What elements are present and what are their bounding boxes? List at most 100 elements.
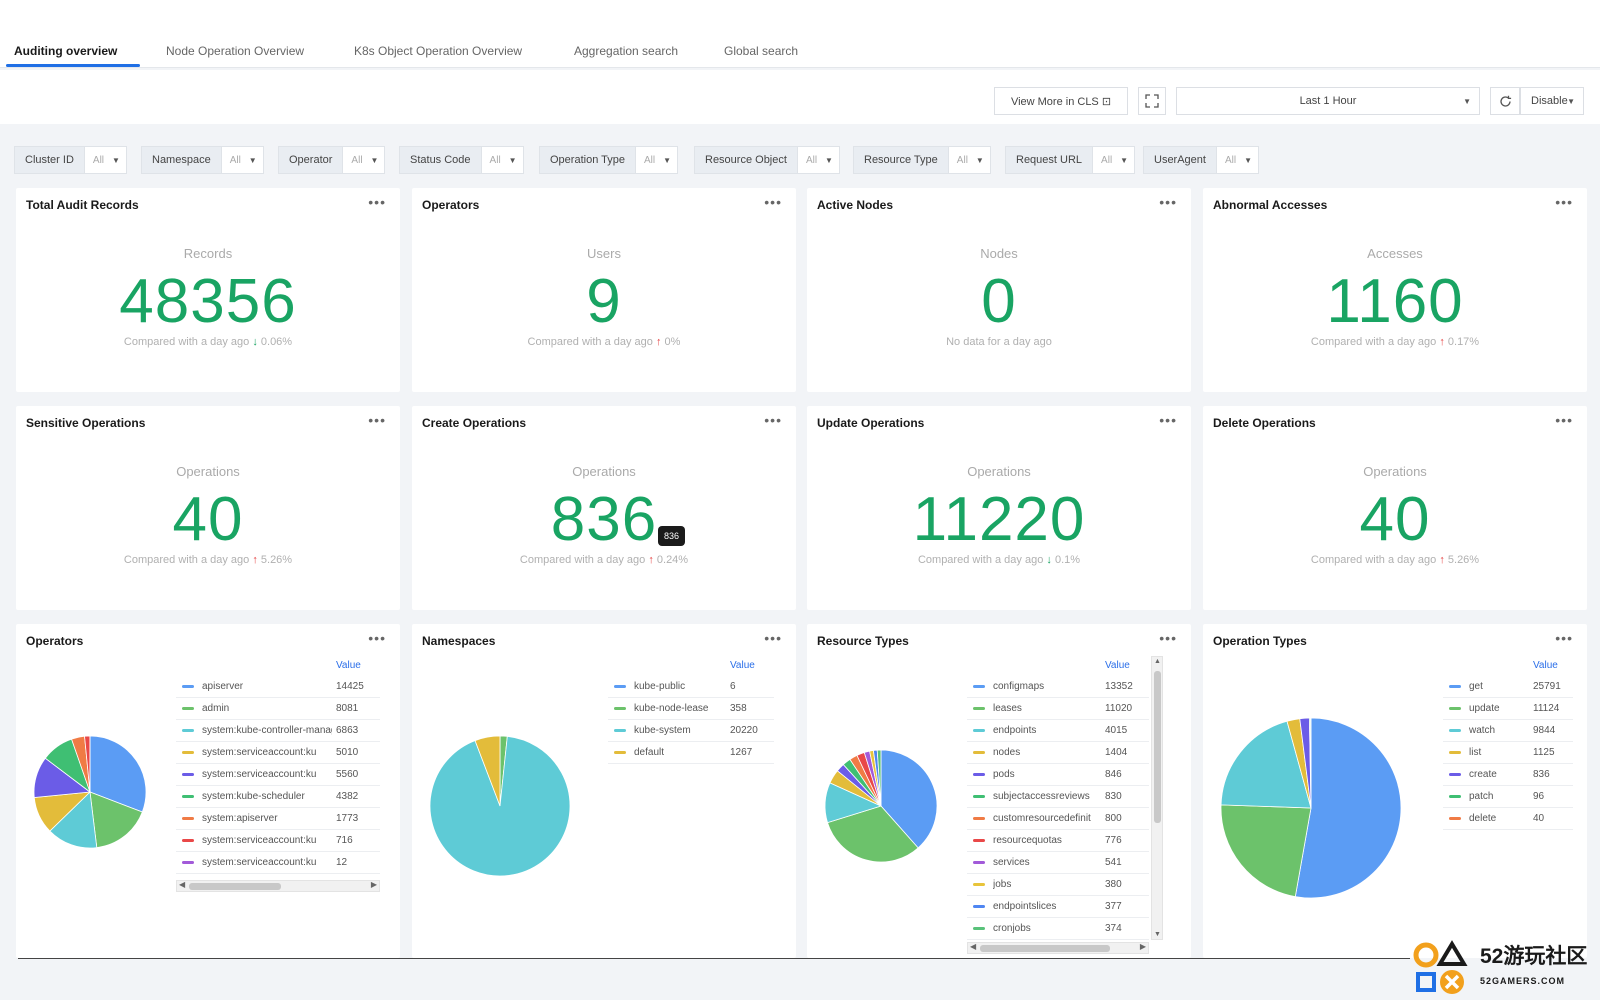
more-options-icon[interactable]: ••• bbox=[764, 194, 782, 210]
legend-horizontal-scrollbar[interactable]: ◀ ▶ bbox=[967, 942, 1149, 954]
legend-item[interactable]: leases 11020 bbox=[967, 698, 1149, 720]
pie-slice-2[interactable] bbox=[1220, 720, 1312, 809]
legend-item[interactable]: endpoints 4015 bbox=[967, 720, 1149, 742]
tab-k8s-object-operation-overview[interactable]: K8s Object Operation Overview bbox=[354, 44, 523, 58]
legend-value: 836 bbox=[1533, 769, 1550, 780]
legend-item[interactable]: kube-system 20220 bbox=[608, 720, 774, 742]
tab-auditing-overview[interactable]: Auditing overview bbox=[14, 44, 118, 58]
pie-slice-2[interactable] bbox=[49, 791, 98, 849]
scroll-right-icon[interactable]: ▶ bbox=[1139, 942, 1146, 951]
more-options-icon[interactable]: ••• bbox=[368, 630, 386, 646]
legend-item[interactable]: pods 846 bbox=[967, 764, 1149, 786]
legend-item[interactable]: cronjobs 374 bbox=[967, 918, 1149, 940]
more-options-icon[interactable]: ••• bbox=[1555, 194, 1573, 210]
legend-item[interactable]: system:kube-controller-manager 6863 bbox=[176, 720, 380, 742]
filter-label: Request URL bbox=[1005, 146, 1094, 174]
legend-item[interactable]: apiserver 14425 bbox=[176, 676, 380, 698]
filter-status-code-select[interactable]: All ▼ bbox=[481, 146, 524, 174]
more-options-icon[interactable]: ••• bbox=[1159, 630, 1177, 646]
scrollbar-thumb[interactable] bbox=[980, 945, 1110, 952]
legend-item[interactable]: list 1125 bbox=[1443, 742, 1573, 764]
filter-operator-select[interactable]: All ▼ bbox=[343, 146, 386, 174]
more-options-icon[interactable]: ••• bbox=[1159, 194, 1177, 210]
scrollbar-thumb[interactable] bbox=[1154, 671, 1161, 823]
legend-item[interactable]: update 11124 bbox=[1443, 698, 1573, 720]
pie-slice-2[interactable] bbox=[429, 735, 571, 877]
legend-item[interactable]: create 836 bbox=[1443, 764, 1573, 786]
legend-item[interactable]: system:apiserver 1773 bbox=[176, 808, 380, 830]
legend-horizontal-scrollbar[interactable]: ◀ ▶ bbox=[176, 880, 380, 892]
legend-item[interactable]: system:serviceaccount:ku 5560 bbox=[176, 764, 380, 786]
scroll-down-icon[interactable]: ▼ bbox=[1154, 931, 1161, 938]
pie-slice-1[interactable] bbox=[89, 791, 143, 849]
auto-refresh-select[interactable]: Disable ▼ bbox=[1520, 87, 1584, 115]
legend-item[interactable]: jobs 380 bbox=[967, 874, 1149, 896]
stat-comparison: Compared with a day ago ↓ 0.06% bbox=[16, 336, 400, 348]
scroll-left-icon[interactable]: ◀ bbox=[179, 880, 186, 889]
legend-vertical-scrollbar[interactable]: ▲ ▼ bbox=[1151, 656, 1163, 940]
filter-resource-type-select[interactable]: All ▼ bbox=[948, 146, 991, 174]
pie-chart[interactable] bbox=[412, 624, 642, 924]
filter-namespace-select[interactable]: All ▼ bbox=[221, 146, 264, 174]
legend-item[interactable]: watch 9844 bbox=[1443, 720, 1573, 742]
fullscreen-button[interactable] bbox=[1138, 87, 1166, 115]
more-options-icon[interactable]: ••• bbox=[1555, 630, 1573, 646]
scroll-left-icon[interactable]: ◀ bbox=[970, 942, 977, 951]
arrow-up-icon: ↑ bbox=[1439, 554, 1445, 566]
time-range-select[interactable]: Last 1 Hour ▼ bbox=[1176, 87, 1480, 115]
legend-item[interactable]: resourcequotas 776 bbox=[967, 830, 1149, 852]
legend-item[interactable]: system:kube-scheduler 4382 bbox=[176, 786, 380, 808]
legend-item[interactable]: delete 40 bbox=[1443, 808, 1573, 830]
legend-label: jobs bbox=[993, 879, 1012, 890]
filter-label: Operator bbox=[278, 146, 344, 174]
legend-item[interactable]: system:serviceaccount:ku 716 bbox=[176, 830, 380, 852]
tab-global-search[interactable]: Global search bbox=[724, 44, 799, 58]
more-options-icon[interactable]: ••• bbox=[368, 412, 386, 428]
tab-aggregation-search[interactable]: Aggregation search bbox=[574, 44, 679, 58]
legend-item[interactable]: default 1267 bbox=[608, 742, 774, 764]
legend-item[interactable]: get 25791 bbox=[1443, 676, 1573, 698]
pie-chart[interactable] bbox=[807, 624, 1037, 924]
pie-chart[interactable] bbox=[16, 624, 246, 924]
more-options-icon[interactable]: ••• bbox=[764, 412, 782, 428]
filter-cluster-id-select[interactable]: All ▼ bbox=[84, 146, 127, 174]
legend-item[interactable]: endpointslices 377 bbox=[967, 896, 1149, 918]
legend-item[interactable]: services 541 bbox=[967, 852, 1149, 874]
legend-item[interactable]: patch 96 bbox=[1443, 786, 1573, 808]
filter-resource-object-select[interactable]: All ▼ bbox=[797, 146, 840, 174]
pie-slice-0[interactable] bbox=[1294, 717, 1402, 899]
legend-swatch bbox=[973, 707, 985, 710]
more-options-icon[interactable]: ••• bbox=[368, 194, 386, 210]
legend-item[interactable]: system:serviceaccount:ku 5010 bbox=[176, 742, 380, 764]
pie-slice-1[interactable] bbox=[1220, 804, 1312, 898]
legend-item[interactable]: admin 8081 bbox=[176, 698, 380, 720]
pie-slice-0[interactable] bbox=[89, 735, 147, 813]
pie-slice-3[interactable] bbox=[474, 735, 501, 807]
pie-slice-1[interactable] bbox=[827, 805, 919, 863]
legend-swatch bbox=[182, 707, 194, 710]
legend-swatch bbox=[973, 729, 985, 732]
more-options-icon[interactable]: ••• bbox=[1555, 412, 1573, 428]
legend-item[interactable]: system:serviceaccount:ku 12 bbox=[176, 852, 380, 874]
legend-item[interactable]: customresourcedefinit 800 bbox=[967, 808, 1149, 830]
filter-operation-type-select[interactable]: All ▼ bbox=[636, 146, 679, 174]
legend-item[interactable]: configmaps 13352 bbox=[967, 676, 1149, 698]
scroll-right-icon[interactable]: ▶ bbox=[370, 880, 377, 889]
filter-request-url-select[interactable]: All ▼ bbox=[1093, 146, 1136, 174]
legend-item[interactable]: subjectaccessreviews 830 bbox=[967, 786, 1149, 808]
scrollbar-thumb[interactable] bbox=[189, 883, 281, 890]
pie-slice-11[interactable] bbox=[876, 749, 882, 807]
more-options-icon[interactable]: ••• bbox=[764, 630, 782, 646]
refresh-button[interactable] bbox=[1490, 87, 1520, 115]
pie-slice-0[interactable] bbox=[880, 749, 938, 849]
more-options-icon[interactable]: ••• bbox=[1159, 412, 1177, 428]
legend-item[interactable]: kube-public 6 bbox=[608, 676, 774, 698]
scroll-up-icon[interactable]: ▲ bbox=[1154, 658, 1161, 665]
filter-useragent-select[interactable]: All ▼ bbox=[1216, 146, 1259, 174]
pie-chart[interactable] bbox=[1203, 624, 1433, 924]
tab-node-operation-overview[interactable]: Node Operation Overview bbox=[166, 44, 305, 58]
view-more-in-cls-button[interactable]: View More in CLS ⊡ bbox=[994, 87, 1128, 115]
stat-card-operators: Operators ••• Users 9 Compared with a day ag… bbox=[412, 188, 796, 392]
legend-item[interactable]: kube-node-lease 358 bbox=[608, 698, 774, 720]
legend-item[interactable]: nodes 1404 bbox=[967, 742, 1149, 764]
